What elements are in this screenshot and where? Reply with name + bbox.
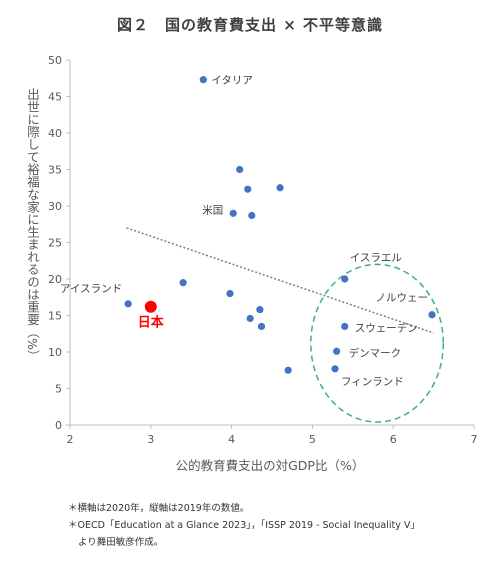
data-point xyxy=(276,184,284,192)
data-point xyxy=(257,322,266,331)
trendline xyxy=(126,227,434,334)
point-label: イタリア xyxy=(211,75,253,87)
point-label: アイスランド xyxy=(60,283,122,295)
data-point xyxy=(256,306,264,314)
data-point xyxy=(226,290,234,298)
point-label: デンマーク xyxy=(349,346,402,359)
data-point xyxy=(341,275,349,283)
data-point xyxy=(341,322,349,331)
y-tick-label: 20 xyxy=(48,273,62,286)
data-point xyxy=(199,76,207,84)
y-tick-label: 5 xyxy=(55,383,62,396)
data-point xyxy=(248,211,256,220)
x-tick-label: 4 xyxy=(228,433,235,446)
data-points xyxy=(124,76,436,374)
data-point xyxy=(284,366,292,374)
notes: ＊横軸は2020年，縦軸は2019年の数値。 ＊OECD「Education a… xyxy=(68,500,420,551)
data-point xyxy=(244,185,252,193)
highlight-label: 日本 xyxy=(138,315,164,331)
nordic-group-ellipse xyxy=(310,263,445,423)
data-point xyxy=(428,311,436,319)
data-point xyxy=(179,279,187,287)
x-tick-label: 6 xyxy=(390,433,397,446)
data-point xyxy=(236,165,244,174)
y-axis-label: 出世に際して裕福な家に生まれるのは重要（%） xyxy=(25,88,40,363)
y-tick-label: 10 xyxy=(48,346,62,359)
point-label: 米国 xyxy=(202,203,223,216)
x-axis-label: 公的教育費支出の対GDP比（%） xyxy=(176,458,365,473)
note-1: ＊横軸は2020年，縦軸は2019年の数値。 xyxy=(68,503,250,514)
note-2: ＊OECD「Education at a Glance 2023」，「ISSP … xyxy=(68,520,420,531)
y-tick-label: 40 xyxy=(48,127,62,140)
chart-title: 図２ 国の教育費支出 × 不平等意識 xyxy=(116,16,383,34)
highlight-point xyxy=(144,300,157,313)
data-point xyxy=(331,365,339,373)
point-label: スウェーデン xyxy=(355,321,418,334)
y-tick-label: 45 xyxy=(48,91,62,104)
point-label: ノルウェー xyxy=(375,292,428,304)
point-label: フィンランド xyxy=(341,376,404,388)
data-point xyxy=(333,347,341,355)
x-tick-label: 7 xyxy=(471,433,478,446)
x-tick-label: 2 xyxy=(67,433,74,446)
y-tick-label: 0 xyxy=(55,419,62,432)
point-label: イスラエル xyxy=(350,252,402,264)
y-tick-label: 15 xyxy=(48,310,62,323)
x-tick-label: 5 xyxy=(309,433,316,446)
data-point xyxy=(124,300,132,308)
y-tick-label: 25 xyxy=(48,237,62,250)
y-tick-label: 35 xyxy=(48,164,62,177)
y-tick-label: 30 xyxy=(48,200,62,213)
nordic-ellipse xyxy=(310,263,445,423)
data-point xyxy=(246,314,254,323)
y-tick-label: 50 xyxy=(48,54,62,67)
x-tick-label: 3 xyxy=(147,433,154,446)
note-3: より舞田敏彦作成。 xyxy=(78,537,164,548)
trend-line xyxy=(126,227,434,334)
data-point xyxy=(229,209,237,217)
